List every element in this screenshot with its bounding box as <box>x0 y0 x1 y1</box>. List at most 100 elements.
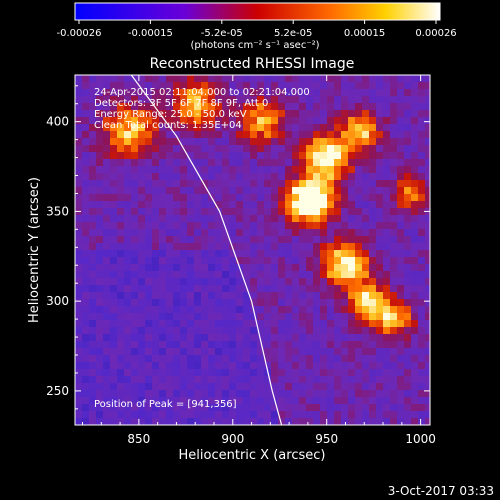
heatmap-cell <box>313 152 321 160</box>
heatmap-cell <box>215 278 223 286</box>
heatmap-cell <box>278 341 286 349</box>
heatmap-cell <box>103 110 111 118</box>
heatmap-cell <box>411 82 419 90</box>
heatmap-cell <box>243 145 251 153</box>
heatmap-cell <box>271 201 279 209</box>
heatmap-cell <box>201 215 209 223</box>
heatmap-cell <box>383 229 391 237</box>
heatmap-cell <box>229 131 237 139</box>
heatmap-cell <box>229 334 237 342</box>
heatmap-cell <box>236 145 244 153</box>
heatmap-cell <box>159 362 167 370</box>
heatmap-cell <box>355 362 363 370</box>
heatmap-cell <box>117 404 125 412</box>
heatmap-cell <box>222 278 230 286</box>
heatmap-cell <box>215 418 223 425</box>
heatmap-cell <box>355 292 363 300</box>
heatmap-cell <box>376 187 384 195</box>
heatmap-cell <box>229 96 237 104</box>
heatmap-cell <box>82 397 90 405</box>
heatmap-cell <box>411 292 419 300</box>
heatmap-cell <box>411 152 419 160</box>
heatmap-cell <box>411 278 419 286</box>
heatmap-cell <box>271 334 279 342</box>
heatmap-cell <box>271 124 279 132</box>
heatmap-cell <box>355 75 363 83</box>
heatmap-cell <box>306 376 314 384</box>
heatmap-cell <box>383 180 391 188</box>
heatmap-cell <box>250 355 258 363</box>
heatmap-cell <box>138 215 146 223</box>
heatmap-cell <box>131 96 139 104</box>
heatmap-cell <box>82 152 90 160</box>
heatmap-cell <box>306 320 314 328</box>
heatmap-cell <box>334 152 342 160</box>
heatmap-cell <box>390 82 398 90</box>
heatmap-cell <box>418 103 426 111</box>
heatmap-cell <box>180 411 188 419</box>
heatmap-cell <box>173 82 181 90</box>
heatmap-cell <box>159 110 167 118</box>
heatmap-cell <box>166 159 174 167</box>
heatmap-cell <box>397 145 405 153</box>
plot-frame <box>74 74 431 426</box>
heatmap-cell <box>159 341 167 349</box>
heatmap-cell <box>313 236 321 244</box>
heatmap-cell <box>124 145 132 153</box>
heatmap-cell <box>264 243 272 251</box>
heatmap-cell <box>215 124 223 132</box>
heatmap-cell <box>89 236 97 244</box>
heatmap-cell <box>229 313 237 321</box>
heatmap-cell <box>173 299 181 307</box>
heatmap-cell <box>124 103 132 111</box>
heatmap-cell <box>159 278 167 286</box>
heatmap-cell <box>152 152 160 160</box>
heatmap-cell <box>96 166 104 174</box>
heatmap-cell <box>299 397 307 405</box>
heatmap-cell <box>159 159 167 167</box>
heatmap-cell <box>306 264 314 272</box>
heatmap-cell <box>313 75 321 83</box>
heatmap-cell <box>222 96 230 104</box>
heatmap-cell <box>397 369 405 377</box>
heatmap-cell <box>355 173 363 181</box>
heatmap-cell <box>243 243 251 251</box>
heatmap-cell <box>376 397 384 405</box>
heatmap-cell <box>320 355 328 363</box>
heatmap-cell <box>285 110 293 118</box>
heatmap-cell <box>82 348 90 356</box>
heatmap-cell <box>166 208 174 216</box>
heatmap-cell <box>299 271 307 279</box>
heatmap-cell <box>292 117 300 125</box>
heatmap-cell <box>306 222 314 230</box>
heatmap-cell <box>383 117 391 125</box>
heatmap-cell <box>250 257 258 265</box>
heatmap-cell <box>89 152 97 160</box>
heatmap-cell <box>96 145 104 153</box>
heatmap-cell <box>369 194 377 202</box>
heatmap-cell <box>173 404 181 412</box>
heatmap-cell <box>257 194 265 202</box>
heatmap-cell <box>124 117 132 125</box>
heatmap-cell <box>285 341 293 349</box>
heatmap-cell <box>285 124 293 132</box>
heatmap-cell <box>138 264 146 272</box>
heatmap-cell <box>348 362 356 370</box>
heatmap-cell <box>348 320 356 328</box>
heatmap-cell <box>355 131 363 139</box>
heatmap-cell <box>383 138 391 146</box>
heatmap-cell <box>166 264 174 272</box>
heatmap-cell <box>131 313 139 321</box>
heatmap-cell <box>124 362 132 370</box>
heatmap-cell <box>292 299 300 307</box>
heatmap-cell <box>208 278 216 286</box>
heatmap-cell <box>355 397 363 405</box>
heatmap-cell <box>222 103 230 111</box>
heatmap-cell <box>166 152 174 160</box>
heatmap-cell <box>215 82 223 90</box>
heatmap-cell <box>299 285 307 293</box>
heatmap-cell <box>208 306 216 314</box>
heatmap-cell <box>397 243 405 251</box>
heatmap-cell <box>194 215 202 223</box>
heatmap-cell <box>404 180 412 188</box>
